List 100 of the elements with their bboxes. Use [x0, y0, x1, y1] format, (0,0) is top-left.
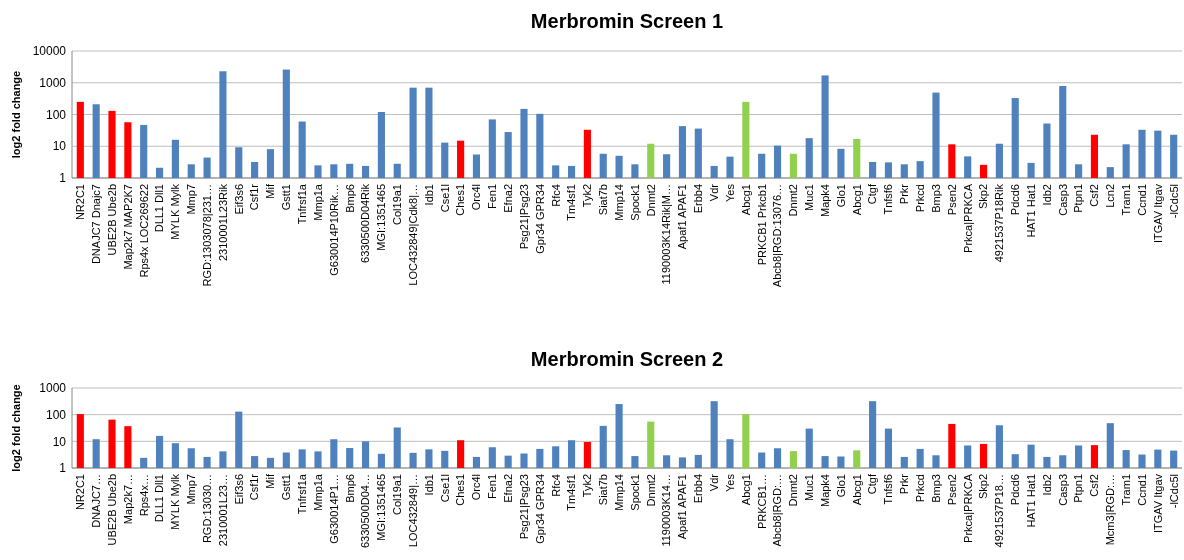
x-tick-label: Tyk2 [581, 184, 594, 208]
x-tick-label: MGI:1351465 [375, 474, 388, 541]
x-tick-label: Ches1 [454, 474, 467, 506]
x-tick-label: Tnfrsf1a [296, 473, 309, 515]
x-tick-label: Prkcd [914, 184, 926, 213]
x-tick-label: Bmp6 [343, 474, 356, 503]
x-tick-label: HAT1 Hat1 [1024, 474, 1037, 528]
chart-title: Merbromin Screen 1 [530, 10, 724, 32]
x-tick-label: RGD:13030… [200, 474, 213, 544]
x-tick-label: Rfc4 [549, 474, 562, 497]
x-tick-label: Skp2 [977, 474, 990, 500]
y-tick-label: 10000 [32, 44, 67, 59]
x-tick-label: Eif3s6 [232, 474, 245, 505]
x-tick-label: Erbb4 [692, 474, 705, 504]
x-tick-label: 4921537P18Rik [993, 183, 1006, 263]
x-tick-label: Tram1 [1119, 184, 1132, 216]
x-tick-label: PRKCB1… [755, 474, 768, 530]
x-tick-label: Pdcd6 [1009, 474, 1022, 506]
x-tick-label: Mmp14 [612, 474, 625, 511]
x-tick-label: Tm4sf1 [565, 184, 578, 221]
x-tick-label: Fen1 [486, 474, 499, 500]
x-tick-label: Apaf1 APAF1 [676, 474, 689, 540]
x-tick-label: MGI:1351465 [375, 184, 388, 251]
x-tick-label: Mif [264, 473, 277, 489]
x-tick-label: 1190003K14Rik|M… [660, 184, 673, 285]
x-tick-label: HAT1 Hat1 [1024, 184, 1037, 238]
x-tick-label: G630014P10Rik… [327, 184, 340, 276]
x-tick-label: Spock1 [628, 474, 641, 511]
x-tick-label: Mapk4 [818, 184, 831, 218]
x-tick-label: Casp3 [1056, 474, 1069, 506]
x-tick-label: Psg21|Psg23 [517, 184, 530, 250]
x-tick-label: Yes [723, 183, 736, 202]
x-tick-label: Ctgf [866, 473, 879, 495]
x-tick-label: Bmp3 [929, 474, 942, 503]
x-tick-label: Vdr [708, 473, 720, 492]
x-tick-label: ITGAV Itgav [1151, 183, 1164, 244]
y-axis-title: log2 fold change [10, 70, 22, 159]
x-tick-label: Tnfsf6 [882, 474, 895, 505]
x-tick-label: Tram1 [1119, 474, 1132, 506]
x-tick-label: Gpr34 GPR34 [533, 184, 546, 254]
x-tick-label: Orc4l [470, 184, 483, 211]
x-tick-label: Eif3s6 [232, 184, 245, 215]
x-tick-label: DLL1 Dll1 [153, 474, 166, 523]
x-tick-label: Mmp1a [311, 183, 324, 221]
y-tick-label: 100 [45, 107, 67, 122]
x-tick-label: Abcb8|RGD:13076… [771, 184, 784, 288]
y-tick-label: 10 [52, 139, 67, 154]
x-tick-label: Prkr [898, 183, 911, 205]
x-tick-label: -lCdc5l [1167, 474, 1180, 509]
x-tick-label: Idb1 [422, 474, 435, 496]
x-tick-label: MYLK Mylk [169, 183, 182, 240]
x-tick-label: Psen2 [945, 184, 958, 216]
x-tick-label: Glo1 [834, 184, 847, 208]
x-tick-label: Tm4sf1 [565, 474, 578, 511]
x-tick-label: Tyk2 [581, 474, 594, 498]
x-tick-label: Apaf1 APAF1 [676, 184, 689, 250]
x-tick-label: NR2C1 [74, 184, 87, 221]
y-tick-label: 100 [45, 407, 67, 422]
x-tick-label: Idb2 [1040, 474, 1053, 496]
x-tick-label: Siat7b [597, 474, 610, 506]
y-tick-label: 1000 [39, 381, 67, 396]
x-tick-label: Csf2 [1088, 184, 1101, 207]
x-tick-label: Vdr [708, 183, 720, 202]
x-tick-label: Ccnd1 [1135, 474, 1148, 506]
x-tick-label: DNAJC7… [90, 474, 103, 528]
x-tick-label: Dnmt2 [644, 184, 657, 217]
x-tick-label: Fen1 [486, 184, 499, 210]
x-tick-label: Abcg1 [850, 474, 863, 506]
x-tick-label: Mmp7 [185, 474, 198, 505]
x-tick-label: LOC432849|Cdk8|… [406, 184, 419, 286]
x-tick-label: 1190003K14… [660, 474, 673, 547]
x-tick-label: Mif [264, 183, 277, 199]
x-tick-label: UBE2B Ube2b [105, 474, 118, 546]
x-tick-label: Idb2 [1040, 184, 1053, 206]
x-tick-label: Muc1 [803, 474, 816, 501]
chart-title: Merbromin Screen 2 [530, 348, 724, 370]
x-tick-label: 2310001L23… [216, 474, 229, 547]
x-tick-label: Bmp6 [343, 184, 356, 213]
x-tick-label: Rps4x LOC269622 [137, 184, 150, 278]
x-tick-label: Ches1 [454, 184, 467, 216]
y-axis-title: log2 fold change [10, 384, 22, 472]
x-tick-label: Mmp7 [185, 184, 198, 215]
x-tick-label: Mcm3|RGD:… [1104, 474, 1117, 546]
x-tick-label: Abcg1 [739, 184, 752, 216]
x-tick-label: Rfc4 [549, 184, 562, 207]
x-tick-label: Dnmt2 [787, 184, 800, 217]
x-tick-label: Ptpn1 [1072, 474, 1085, 503]
x-tick-label: Orc4l [470, 474, 483, 501]
x-tick-label: Cse1l [438, 184, 451, 213]
y-tick-label: 1 [59, 461, 67, 476]
x-tick-label: -lCdc5l [1167, 184, 1180, 219]
x-tick-label: Prkr [898, 473, 911, 495]
x-tick-label: Abcg1 [850, 184, 863, 216]
x-tick-label: Yes [723, 473, 736, 492]
x-tick-label: Psg21|Psg23 [517, 474, 530, 540]
x-tick-label: Gstt1 [280, 474, 293, 501]
x-tick-label: Dnmt2 [644, 474, 657, 507]
x-tick-label: Csf2 [1088, 474, 1101, 497]
y-tick-label: 1000 [39, 75, 67, 90]
x-tick-label: Prkca|PRKCA [961, 473, 974, 543]
